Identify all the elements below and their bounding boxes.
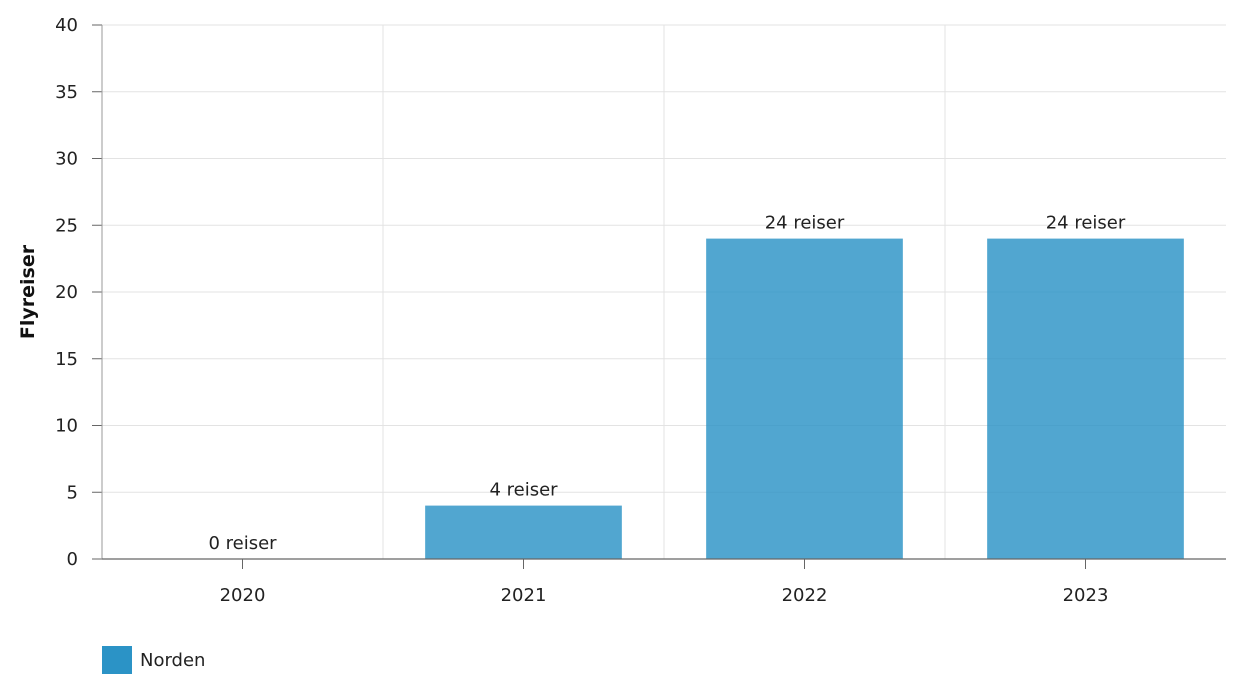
x-tick-label: 2022 <box>782 585 828 606</box>
axes <box>92 24 1226 569</box>
y-tick-label: 20 <box>55 282 78 303</box>
x-tick-label: 2021 <box>501 585 547 606</box>
y-tick-label: 25 <box>55 215 78 236</box>
bars <box>425 238 1184 559</box>
bar-chart: 0 5 10 15 20 25 30 35 40 2020 0 reiser 2021 4 reiser… <box>17 15 1226 606</box>
x-tick-label: 2023 <box>1063 585 1109 606</box>
y-tick-label: 10 <box>55 416 78 437</box>
bar-2021[interactable] <box>425 505 622 559</box>
labels: 0 5 10 15 20 25 30 35 40 2020 0 reiser 2021 4 reiser… <box>55 15 1126 606</box>
data-label: 0 reiser <box>208 533 277 554</box>
gridlines <box>102 24 1226 559</box>
y-tick-label: 15 <box>55 349 78 370</box>
data-label: 4 reiser <box>489 480 558 501</box>
y-tick-label: 30 <box>55 149 78 170</box>
y-tick-label: 40 <box>55 15 78 36</box>
y-tick-label: 5 <box>67 482 78 503</box>
data-label: 24 reiser <box>765 213 845 234</box>
y-tick-label: 0 <box>67 549 78 570</box>
bar-2022[interactable] <box>706 238 903 559</box>
y-axis-title: Flyreiser <box>17 244 39 339</box>
y-tick-label: 35 <box>55 82 78 103</box>
legend-label-norden: Norden <box>140 649 206 671</box>
bar-2023[interactable] <box>987 238 1184 559</box>
legend-swatch <box>102 646 132 674</box>
data-label: 24 reiser <box>1046 213 1126 234</box>
x-tick-label: 2020 <box>220 585 266 606</box>
legend[interactable]: Norden <box>102 646 205 674</box>
